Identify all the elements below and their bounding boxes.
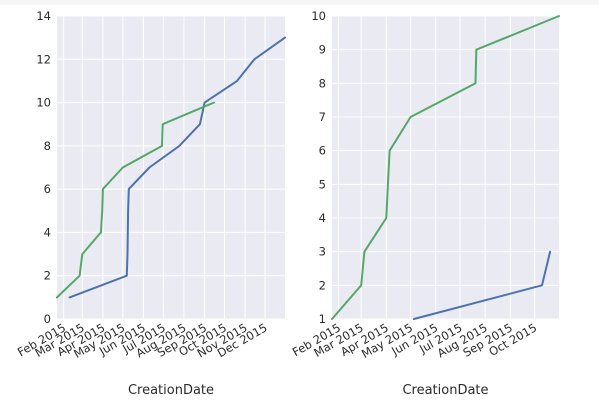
plot-area-background <box>57 16 285 319</box>
y-tick-label: 3 <box>319 245 326 259</box>
series-1-point <box>102 188 104 190</box>
series-0-point <box>126 253 129 255</box>
series-1-point <box>162 123 164 125</box>
series-1-point <box>81 253 83 255</box>
series-1-point <box>56 296 58 298</box>
y-tick-label: 0 <box>44 312 51 326</box>
series-1-point <box>558 15 560 17</box>
y-tick-label: 12 <box>36 52 51 66</box>
series-0-point <box>128 188 130 190</box>
series-1-point <box>385 217 387 219</box>
plot-area-background <box>332 16 559 319</box>
series-0-point <box>413 318 415 320</box>
series-0-point <box>178 145 180 147</box>
y-tick-label: 2 <box>319 278 326 292</box>
x-axis-label: CreationDate <box>128 383 214 398</box>
y-tick-label: 4 <box>319 211 326 225</box>
series-0-point <box>69 296 71 298</box>
series-0-point <box>549 251 551 253</box>
series-1-point <box>387 183 389 185</box>
series-0-point <box>541 284 543 286</box>
series-1-point <box>474 82 477 84</box>
series-1-point <box>410 116 412 118</box>
series-0-point <box>127 210 129 212</box>
series-1-point <box>363 251 366 253</box>
y-tick-label: 8 <box>44 139 51 153</box>
series-0-point <box>203 101 206 104</box>
series-1-point <box>475 49 477 51</box>
y-tick-label: 7 <box>319 110 326 124</box>
series-0-point <box>199 123 201 125</box>
y-tick-label: 9 <box>319 43 326 57</box>
series-1-point <box>161 145 163 147</box>
series-0-point <box>236 80 238 82</box>
y-tick-label: 10 <box>311 9 326 23</box>
series-1-point <box>213 101 215 104</box>
y-tick-label: 14 <box>36 9 51 23</box>
series-0-point <box>148 166 150 169</box>
series-1-point <box>122 166 124 169</box>
y-tick-label: 10 <box>36 96 51 110</box>
series-0-point <box>253 58 256 60</box>
series-1-point <box>79 275 81 277</box>
y-tick-label: 2 <box>44 269 51 283</box>
series-1-point <box>100 231 102 234</box>
series-line-1 <box>56 101 215 299</box>
y-tick-label: 5 <box>319 177 326 191</box>
window-top-strip <box>0 0 599 5</box>
y-tick-label: 6 <box>44 182 51 196</box>
series-0-point <box>126 275 128 277</box>
y-tick-label: 4 <box>44 225 51 239</box>
y-tick-label: 1 <box>319 312 326 326</box>
series-0-point <box>284 37 286 39</box>
x-axis-label: CreationDate <box>402 383 488 398</box>
series-line-0 <box>68 36 286 299</box>
y-tick-label: 8 <box>319 76 326 90</box>
series-1-point <box>388 150 391 152</box>
series-line-1 <box>331 15 560 320</box>
series-1-point <box>331 318 333 320</box>
y-tick-label: 6 <box>319 144 326 158</box>
series-1-point <box>101 210 103 212</box>
series-1-point <box>360 284 362 286</box>
